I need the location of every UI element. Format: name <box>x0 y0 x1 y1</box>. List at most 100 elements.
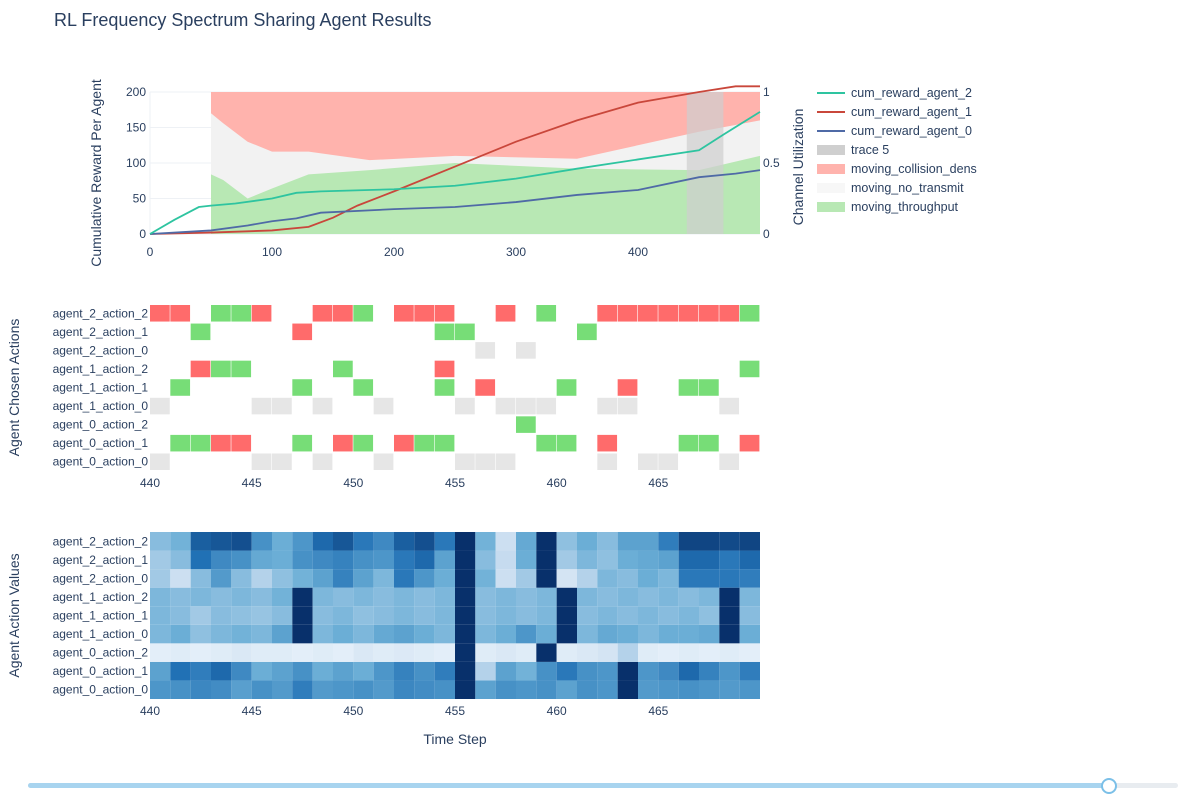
heatmap-cell <box>597 569 618 588</box>
y-tick-label: 50 <box>133 192 147 206</box>
heatmap-cell <box>739 550 760 570</box>
heatmap-cell <box>312 624 333 644</box>
slider-fill <box>28 783 1109 788</box>
y2-tick-label: 0 <box>763 227 770 241</box>
legend[interactable]: cum_reward_agent_2 cum_reward_agent_1 cum_… <box>817 86 977 214</box>
legend-item[interactable]: cum_reward_agent_0 <box>817 124 972 138</box>
heatmap-cell <box>272 606 293 625</box>
x-tick-label: 460 <box>547 476 567 490</box>
heatmap-cell <box>475 453 496 470</box>
heatmap-cell <box>272 569 293 588</box>
row-label: agent_1_action_2 <box>53 590 149 604</box>
heatmap-cell <box>516 416 536 433</box>
heatmap-cell <box>170 587 191 607</box>
heatmap-cell <box>414 661 435 681</box>
heatmap-cell <box>495 569 516 588</box>
heatmap-cell <box>556 550 577 570</box>
heatmap-cell <box>353 569 374 588</box>
heatmap-cell <box>150 305 170 322</box>
row-label: agent_0_action_2 <box>53 646 149 660</box>
heatmap-cell <box>516 532 537 551</box>
time-slider[interactable] <box>28 778 1178 794</box>
heatmap-cell <box>190 323 211 341</box>
heatmap-cell <box>251 606 272 625</box>
row-label: agent_2_action_2 <box>53 306 149 320</box>
heatmap-cell <box>739 532 760 551</box>
heatmap-cell <box>617 532 638 551</box>
heatmap-cell <box>292 587 313 607</box>
heatmap-cell <box>719 453 740 470</box>
heatmap-cell <box>638 680 659 699</box>
heatmap-cell <box>150 587 171 607</box>
heatmap-cell <box>170 624 191 644</box>
heatmap-cell <box>516 397 536 415</box>
heatmap-cell <box>658 680 679 699</box>
heatmap-cell <box>495 606 516 625</box>
line-cum-reward-agent-2 <box>149 111 761 235</box>
heatmap-cell <box>231 661 252 681</box>
heatmap-cell <box>495 680 516 699</box>
legend-item[interactable]: moving_no_transmit <box>817 181 964 195</box>
row-label: agent_2_action_2 <box>53 534 149 548</box>
heatmap-cell <box>638 532 659 551</box>
heatmap-cell <box>739 587 760 607</box>
heatmap-cell <box>312 532 333 551</box>
heatmap-cell <box>170 305 191 322</box>
heatmap-cell <box>556 606 577 625</box>
heatmap-cell <box>190 587 211 607</box>
row-label: agent_0_action_2 <box>53 418 149 432</box>
heatmap-cell <box>699 661 720 681</box>
legend-label: cum_reward_agent_0 <box>851 124 972 138</box>
heatmap-cell <box>556 569 577 588</box>
heatmap-cell <box>434 643 455 662</box>
heatmap-cell <box>638 453 658 470</box>
heatmap-cell <box>455 643 476 662</box>
heatmap-cell <box>699 680 720 699</box>
heatmap-cell <box>231 569 252 588</box>
heatmap-cell <box>455 680 476 699</box>
heatmap-cell <box>597 397 618 415</box>
heatmap-cell <box>495 453 516 470</box>
slider-handle[interactable] <box>1101 778 1117 794</box>
heatmap-cell <box>577 550 598 570</box>
heatmap-cell <box>333 587 354 607</box>
heatmap-cell <box>434 305 455 322</box>
heatmap-cell <box>150 643 171 662</box>
heatmap-cell <box>699 532 720 551</box>
heatmap-cell <box>536 569 557 588</box>
heatmap-cell <box>373 587 394 607</box>
heatmap-cell <box>292 323 313 341</box>
legend-item[interactable]: trace 5 <box>817 143 889 157</box>
heatmap-cell <box>739 624 760 644</box>
heatmap-cell <box>455 397 475 415</box>
heatmap-cell <box>231 606 252 625</box>
heatmap-cell <box>373 680 394 699</box>
heatmap-cell <box>597 606 618 625</box>
legend-item[interactable]: moving_throughput <box>817 200 959 214</box>
heatmap-cell <box>739 606 760 625</box>
heatmap-cell <box>414 587 435 607</box>
heatmap-cell <box>536 550 557 570</box>
heatmap-cell <box>658 532 679 551</box>
heatmap-cell <box>719 606 740 625</box>
heatmap-cell <box>597 624 618 644</box>
heatmap-cell <box>597 680 618 699</box>
heatmap-cell <box>617 397 638 415</box>
heatmap-cell <box>597 532 618 551</box>
heatmap-cell <box>597 434 618 452</box>
y2-tick-label: 1 <box>763 85 770 99</box>
line-cum-reward-agent-0 <box>149 169 761 235</box>
heatmap-cell <box>597 661 618 681</box>
heatmap-cell <box>455 323 475 341</box>
x-tick-label: 465 <box>648 476 668 490</box>
heatmap-cell <box>434 661 455 681</box>
heatmap-cell <box>251 532 272 551</box>
legend-item[interactable]: cum_reward_agent_2 <box>817 86 972 100</box>
heatmap-cell <box>516 606 537 625</box>
heatmap-cell <box>394 680 415 699</box>
legend-item[interactable]: cum_reward_agent_1 <box>817 105 972 119</box>
legend-item[interactable]: moving_collision_dens <box>817 162 977 176</box>
heatmap-cell <box>475 569 496 588</box>
heatmap-cell <box>312 643 333 662</box>
heatmap-cell <box>373 569 394 588</box>
